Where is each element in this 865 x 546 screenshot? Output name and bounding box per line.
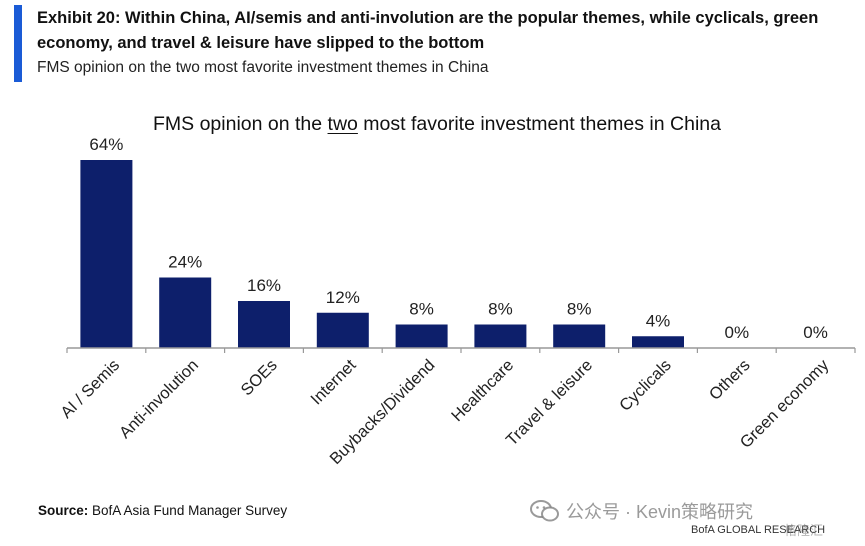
data-label-others: 0% xyxy=(725,323,750,342)
bar-healthcare xyxy=(474,324,527,348)
source-note: Source: BofA Asia Fund Manager Survey xyxy=(38,503,287,518)
bar-travel-leisure xyxy=(553,324,606,348)
wechat-icon xyxy=(530,500,559,522)
exhibit-subtitle: FMS opinion on the two most favorite inv… xyxy=(37,59,489,76)
data-label-buybacks-dividend: 8% xyxy=(409,300,434,319)
chart-title: FMS opinion on the two most favorite inv… xyxy=(153,113,721,136)
tick-label-ai-semis: AI / Semis xyxy=(57,356,123,422)
tick-label-healthcare: Healthcare xyxy=(448,356,517,425)
watermark: 公众号 · Kevin策略研究 xyxy=(530,498,753,524)
bar-ai-semis xyxy=(80,160,133,348)
chart-title-prefix: FMS opinion on the xyxy=(153,113,328,135)
data-label-green-economy: 0% xyxy=(803,323,828,342)
tick-label-internet: Internet xyxy=(307,356,360,409)
source-label: Source: xyxy=(38,503,89,518)
watermark-secondary: 格隆汇 xyxy=(784,523,824,538)
data-label-soes: 16% xyxy=(247,276,281,295)
bar-buybacks-dividend xyxy=(395,324,448,348)
tick-label-soes: SOEs xyxy=(238,356,281,399)
tick-label-cyclicals: Cyclicals xyxy=(616,356,675,415)
exhibit-title: Exhibit 20: Within China, AI/semis and a… xyxy=(37,9,819,52)
data-label-healthcare: 8% xyxy=(488,300,513,319)
exhibit-header: Exhibit 20: Within China, AI/semis and a… xyxy=(37,6,857,79)
bar-chart: 64% AI / Semis 24% Anti-involution 16% SOEs 12… xyxy=(57,135,856,468)
accent-bar xyxy=(14,5,22,82)
data-label-ai-semis: 64% xyxy=(89,135,123,154)
data-label-cyclicals: 4% xyxy=(646,311,671,330)
chart-panel: FMS opinion on the two most favorite inv… xyxy=(0,96,865,496)
footer-credit: BofA GLOBAL RESEARCH xyxy=(691,524,826,536)
watermark-text: 公众号 · Kevin策略研究 xyxy=(566,502,754,522)
bar-soes xyxy=(238,301,290,348)
chart-title-emphasis: two xyxy=(327,113,358,135)
tick-label-anti-involution: Anti-involution xyxy=(116,356,202,442)
data-label-internet: 12% xyxy=(326,288,360,307)
data-label-anti-involution: 24% xyxy=(168,253,202,272)
bar-internet xyxy=(316,312,369,348)
bar-cyclicals xyxy=(632,336,684,348)
data-label-travel-leisure: 8% xyxy=(567,300,592,319)
tick-label-travel-leisure: Travel & leisure xyxy=(503,356,596,449)
tick-label-others: Others xyxy=(706,356,754,404)
source-text: BofA Asia Fund Manager Survey xyxy=(88,503,288,518)
bar-anti-involution xyxy=(159,277,212,348)
chart-title-suffix: most favorite investment themes in China xyxy=(357,113,721,135)
